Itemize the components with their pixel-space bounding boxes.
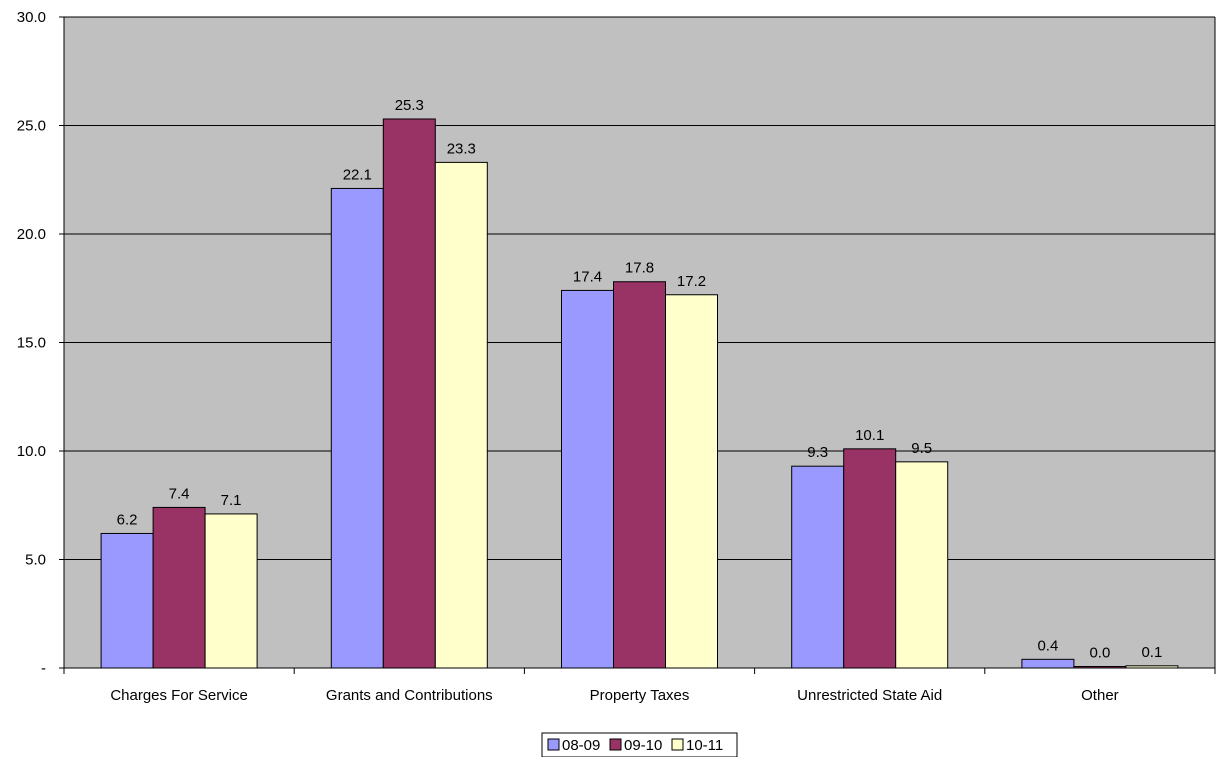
data-label: 7.4: [169, 485, 190, 502]
y-tick-label: -: [41, 660, 46, 677]
data-label: 7.1: [221, 492, 242, 509]
y-tick-label: 30.0: [17, 9, 46, 26]
y-tick-label: 10.0: [17, 443, 46, 460]
legend-label: 09-10: [624, 737, 662, 754]
data-label: 10.1: [855, 427, 884, 444]
data-label: 17.4: [573, 268, 602, 285]
bar: [895, 461, 949, 669]
data-label: 17.2: [677, 273, 706, 290]
x-category-label: Unrestricted State Aid: [797, 687, 942, 704]
bar: [561, 289, 614, 669]
bar: [1021, 658, 1075, 669]
data-label: 0.0: [1089, 645, 1110, 662]
data-label: 0.4: [1037, 637, 1058, 654]
bar: [665, 294, 718, 669]
data-label: 25.3: [395, 97, 424, 114]
y-tick-label: 15.0: [17, 335, 46, 352]
bar: [100, 532, 154, 669]
bar: [382, 118, 436, 669]
x-category-label: Grants and Contributions: [326, 687, 493, 704]
data-label: 17.8: [625, 260, 654, 277]
bar: [330, 187, 384, 669]
x-category-label: Other: [1081, 687, 1119, 704]
data-label: 22.1: [343, 166, 372, 183]
y-tick-label: 25.0: [17, 118, 46, 135]
legend-swatch: [671, 738, 684, 751]
x-category-label: Property Taxes: [590, 687, 690, 704]
data-label: 6.2: [117, 511, 138, 528]
bar: [434, 161, 488, 669]
legend-label: 10-11: [686, 737, 723, 754]
bar: [843, 448, 897, 669]
legend-swatch: [609, 738, 622, 751]
data-label: 9.5: [911, 440, 932, 457]
legend-swatch: [547, 738, 560, 751]
bar: [613, 281, 666, 669]
data-label: 23.3: [447, 140, 476, 157]
x-category-label: Charges For Service: [110, 687, 248, 704]
y-tick-label: 5.0: [25, 552, 46, 569]
legend-label: 08-09: [562, 737, 600, 754]
bar: [204, 513, 258, 669]
bar: [791, 465, 845, 669]
data-label: 9.3: [807, 444, 828, 461]
data-label: 0.1: [1141, 644, 1162, 661]
bar: [152, 506, 206, 669]
y-tick-label: 20.0: [17, 226, 46, 243]
